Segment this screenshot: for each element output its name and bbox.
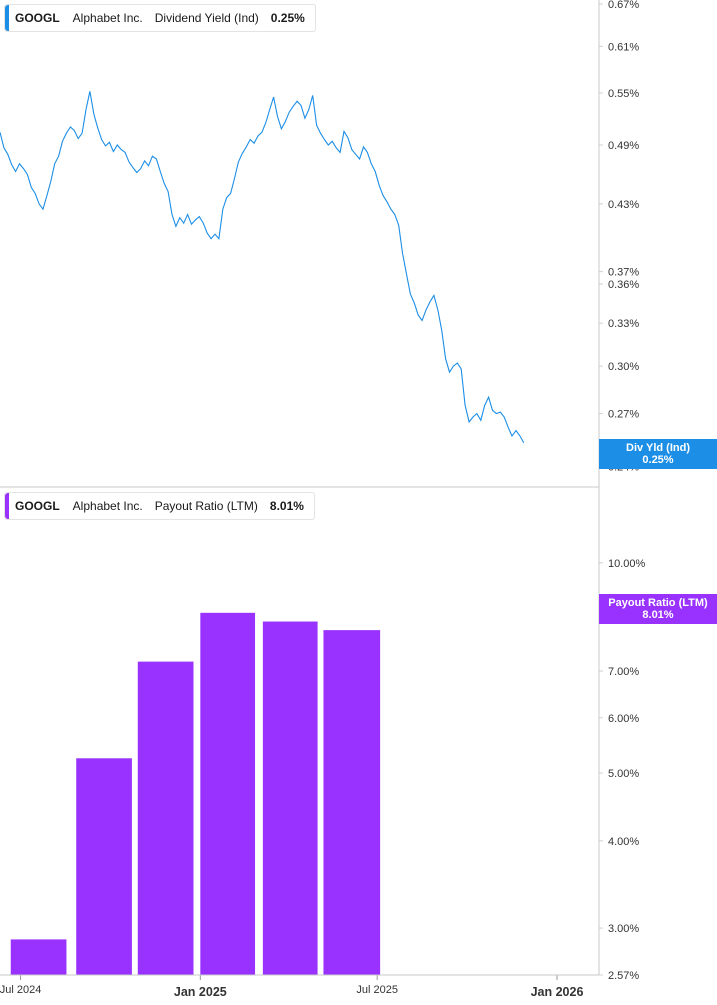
payout-legend-company: Alphabet Inc.: [72, 499, 143, 513]
payout-y-axis: 10.00% 7.00% 6.00% 5.00% 4.00% 3.00% 2.57%: [599, 558, 646, 982]
yield-y-tick-label: 0.43%: [608, 199, 639, 211]
yield-y-tick-label: 0.27%: [608, 409, 639, 421]
x-tick-label: Jan 2025: [174, 985, 227, 999]
payout-y-tick-label: 7.00%: [608, 666, 639, 678]
payout-legend-ticker: GOOGL: [15, 499, 60, 513]
payout-y-tick-label: 10.00%: [608, 558, 646, 570]
x-axis: Jul 2024 Jan 2025 Jul 2025 Jan 2026: [0, 975, 583, 999]
yield-legend-value: 0.25%: [270, 11, 305, 25]
payout-legend-swatch: [5, 493, 9, 519]
yield-y-tick-label: 0.55%: [608, 88, 639, 100]
yield-y-tick-label: 0.61%: [608, 41, 639, 53]
payout-bar-2025-q3: [323, 630, 381, 975]
yield-y-tick-label: 0.67%: [608, 0, 639, 11]
payout-y-tick-label: 3.00%: [608, 923, 639, 935]
yield-y-tick-label: 0.37%: [608, 267, 639, 279]
payout-legend-metric: Payout Ratio (LTM): [154, 499, 258, 513]
payout-y-tick-label: 2.57%: [608, 970, 639, 982]
yield-legend-metric: Dividend Yield (Ind): [154, 11, 259, 25]
yield-y-tick-label: 0.33%: [608, 318, 639, 330]
payout-bar-2024-q3: [76, 758, 132, 975]
x-tick-label: Jan 2026: [531, 985, 584, 999]
yield-legend-swatch: [5, 5, 9, 31]
payout-tag-value: 8.01%: [642, 609, 674, 621]
yield-legend-company: Alphabet Inc.: [72, 11, 143, 25]
yield-legend-ticker: GOOGL: [15, 11, 60, 25]
yield-legend[interactable]: GOOGL Alphabet Inc. Dividend Yield (Ind)…: [4, 4, 316, 32]
payout-last-value-tag: Payout Ratio (LTM) 8.01%: [599, 594, 717, 624]
payout-y-tick-label: 6.00%: [608, 713, 639, 725]
payout-bar-2025-q2: [262, 621, 318, 975]
x-tick-label: Jul 2024: [0, 984, 41, 996]
yield-y-axis: 0.67% 0.61% 0.55% 0.49% 0.43% 0.37%0.36% 0.33%…: [599, 0, 639, 474]
payout-y-tick-label: 5.00%: [608, 768, 639, 780]
x-tick-label: Jul 2025: [356, 984, 398, 996]
payout-legend[interactable]: GOOGL Alphabet Inc. Payout Ratio (LTM) 8…: [4, 492, 315, 520]
payout-legend-value: 8.01%: [269, 499, 304, 513]
yield-y-tick-label: 0.49%: [608, 140, 639, 152]
payout-tag-label: Payout Ratio (LTM): [608, 597, 708, 609]
yield-last-value-tag: Div Yld (Ind) 0.25%: [599, 439, 717, 469]
payout-bar-2025-q1: [200, 612, 256, 975]
payout-bars: [10, 612, 381, 975]
payout-bar-2024-q2: [10, 939, 67, 975]
payout-y-tick-label: 4.00%: [608, 836, 639, 848]
yield-y-tick-label: 0.30%: [608, 361, 639, 373]
yield-y-tick-label: 0.36%: [608, 279, 639, 291]
yield-tag-label: Div Yld (Ind): [626, 442, 690, 454]
yield-series-line: [0, 91, 525, 444]
yield-tag-value: 0.25%: [642, 454, 674, 466]
payout-bar-2024-q4: [137, 661, 194, 975]
